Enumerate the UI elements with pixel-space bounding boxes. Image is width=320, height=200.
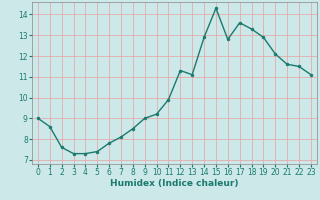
X-axis label: Humidex (Indice chaleur): Humidex (Indice chaleur)	[110, 179, 239, 188]
